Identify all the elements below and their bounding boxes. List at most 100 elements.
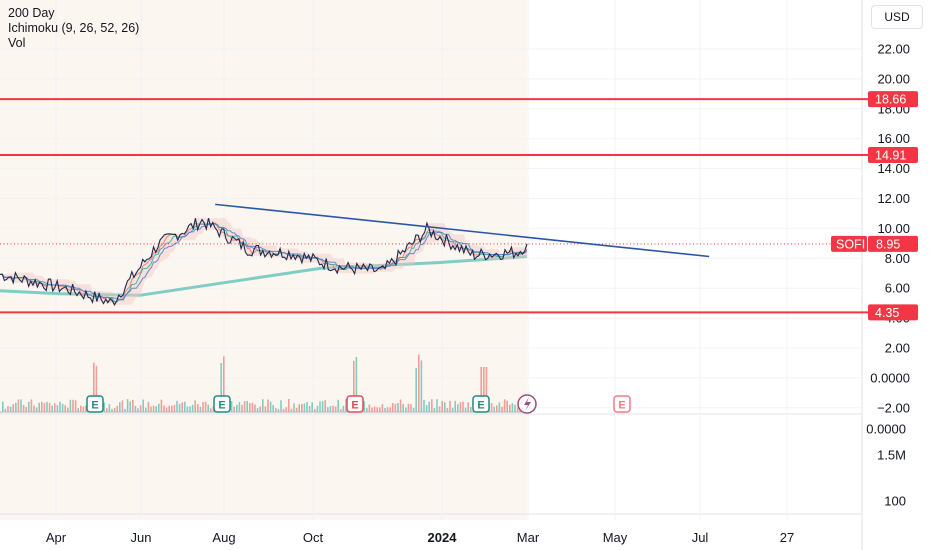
x-tick-label: Jul xyxy=(692,530,709,545)
volume-bar xyxy=(334,406,337,412)
earnings-marker[interactable] xyxy=(86,395,104,413)
volume-bar xyxy=(48,402,51,412)
volume-bar xyxy=(35,407,38,412)
x-tick-label: Mar xyxy=(517,530,540,545)
volume-bar xyxy=(191,404,194,412)
volume-bar xyxy=(150,406,152,412)
volume-bar xyxy=(129,401,131,412)
y-tick-label: 10.00 xyxy=(877,221,910,236)
horizontal-levels xyxy=(0,98,870,314)
earnings-marker[interactable] xyxy=(346,395,364,413)
y-tick-label: 0.0000 xyxy=(870,370,910,385)
volume-bar xyxy=(61,403,64,412)
y-tick-label: 22.00 xyxy=(877,42,910,57)
x-tick-label: Apr xyxy=(46,530,67,545)
volume-bar xyxy=(264,406,267,412)
volume-bar xyxy=(480,367,482,412)
volume-bar xyxy=(399,399,402,412)
y-tick-label: 2.00 xyxy=(885,341,910,356)
time-axis[interactable]: Apr Jun Aug Oct 2024 Mar May Jul 27 xyxy=(46,530,794,545)
volume-bar xyxy=(259,406,261,412)
volume-bar xyxy=(256,408,259,412)
volume-bar xyxy=(275,408,277,412)
volume-bar xyxy=(43,403,46,412)
volume-bar xyxy=(197,404,199,412)
volume-bar xyxy=(204,401,207,412)
volume-bar xyxy=(9,406,12,412)
volume-bar xyxy=(368,404,371,412)
volume-bar xyxy=(410,404,412,412)
volume-bar xyxy=(321,401,324,412)
volume-bar xyxy=(142,399,144,412)
volume-bar xyxy=(137,408,139,412)
volume-bar xyxy=(139,405,142,412)
legend-ichimoku[interactable]: Ichimoku (9, 26, 52, 26) xyxy=(8,21,140,35)
currency-button[interactable]: USD xyxy=(871,5,923,29)
volume-bar xyxy=(402,404,404,412)
volume-bar xyxy=(277,408,280,412)
lower-y-tick-label: 0.0000 xyxy=(866,422,906,437)
volume-bar xyxy=(485,367,488,412)
volume-bar xyxy=(199,406,202,412)
price-line xyxy=(0,218,528,306)
volume-bar xyxy=(355,357,358,412)
volume-bar xyxy=(329,406,332,412)
volume-bar xyxy=(496,405,498,412)
volume-bar xyxy=(194,400,196,412)
volume-bar xyxy=(290,408,293,412)
volume-bar xyxy=(160,399,163,412)
volume-bar xyxy=(438,406,441,412)
earnings-marker-label: E xyxy=(218,400,225,412)
volume-bar xyxy=(353,360,355,412)
last-price-label: 8.95 xyxy=(876,237,900,251)
volume-bar xyxy=(20,399,22,412)
symbol-label: SOFI xyxy=(836,237,865,251)
volume-bar xyxy=(373,406,376,412)
volume-bar xyxy=(272,405,274,412)
earnings-marker[interactable] xyxy=(613,395,631,413)
volume-bar xyxy=(152,405,155,412)
volume-bar xyxy=(46,401,48,412)
volume-bar xyxy=(56,405,59,412)
volume-bar xyxy=(186,406,189,412)
volume-bar xyxy=(363,401,365,412)
legend-volume[interactable]: Vol xyxy=(8,36,26,50)
y-tick-label: 6.00 xyxy=(885,281,910,296)
volume-bar xyxy=(436,399,438,412)
volume-bar xyxy=(493,406,495,412)
volume-bar xyxy=(449,401,451,412)
volume-bar xyxy=(121,400,124,412)
volume-bar xyxy=(74,400,77,412)
earnings-marker[interactable] xyxy=(472,395,490,413)
volume-bar xyxy=(124,409,126,412)
volume-bar xyxy=(80,405,82,412)
volume-bar xyxy=(306,402,308,412)
volume-bar xyxy=(178,403,181,412)
volume-bar xyxy=(425,405,428,412)
earnings-marker[interactable] xyxy=(213,395,231,413)
volume-bar xyxy=(441,401,443,412)
volume-bar xyxy=(459,402,462,412)
volume-bar xyxy=(4,408,7,412)
volume-bar xyxy=(462,401,464,412)
trendline-path[interactable] xyxy=(215,203,710,258)
volume-bar xyxy=(69,399,72,412)
session-shade xyxy=(0,0,527,520)
volume-bar xyxy=(337,399,339,412)
volume-bar xyxy=(15,402,17,412)
legend-ma200[interactable]: 200 Day xyxy=(8,6,55,20)
volume-bar xyxy=(230,401,233,412)
volume-bar xyxy=(282,408,285,412)
volume-bar xyxy=(303,403,306,412)
volume-bar xyxy=(467,402,469,412)
price-axis[interactable]: 22.0020.0018.0016.0014.0012.0010.008.006… xyxy=(866,42,910,509)
volume-bar xyxy=(155,406,157,412)
volume-bar xyxy=(243,401,246,412)
volume-bar xyxy=(412,407,415,412)
x-tick-label: Oct xyxy=(303,530,324,545)
trendline[interactable] xyxy=(215,203,710,258)
volume-bar xyxy=(116,405,118,412)
x-tick-label: 27 xyxy=(780,530,794,545)
volume-bar xyxy=(418,354,420,412)
